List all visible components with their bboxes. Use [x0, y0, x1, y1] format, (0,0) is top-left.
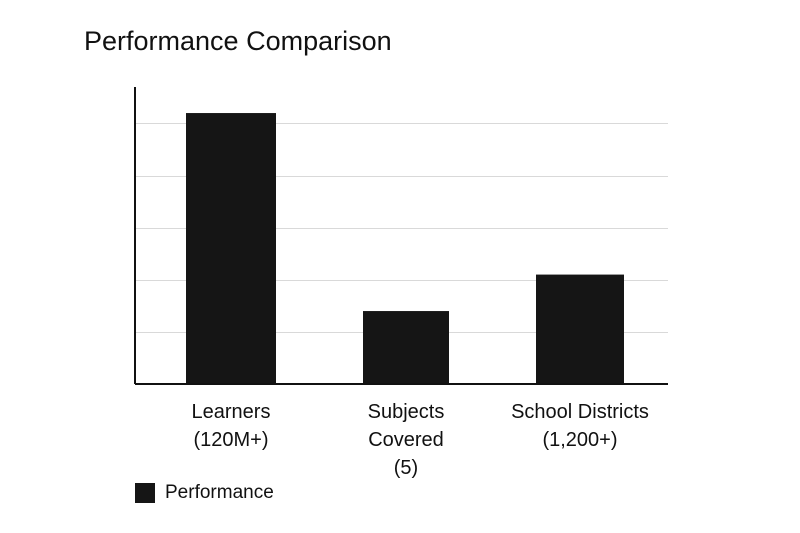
legend: Performance — [135, 482, 274, 504]
x-tick-label-line: (5) — [394, 457, 418, 479]
legend-label: Performance — [165, 482, 274, 503]
legend-swatch — [135, 483, 155, 503]
chart-title: Performance Comparison — [84, 26, 392, 56]
bar-2 — [536, 274, 624, 384]
x-tick-label-line: (1,200+) — [542, 429, 617, 451]
x-tick-label-1: Subjects Covered (5) — [368, 401, 445, 479]
x-tick-label-line: (120M+) — [193, 429, 268, 451]
x-tick-label-line: Subjects — [368, 401, 445, 423]
x-tick-label-2: School Districts (1,200+) — [511, 401, 649, 451]
x-tick-label-line: Covered — [368, 429, 444, 451]
x-tick-label-0: Learners (120M+) — [192, 401, 271, 451]
x-tick-label-line: Learners — [192, 401, 271, 423]
x-tick-label-line: School Districts — [511, 401, 649, 423]
bar-0 — [186, 113, 276, 384]
bar-1 — [363, 311, 449, 384]
